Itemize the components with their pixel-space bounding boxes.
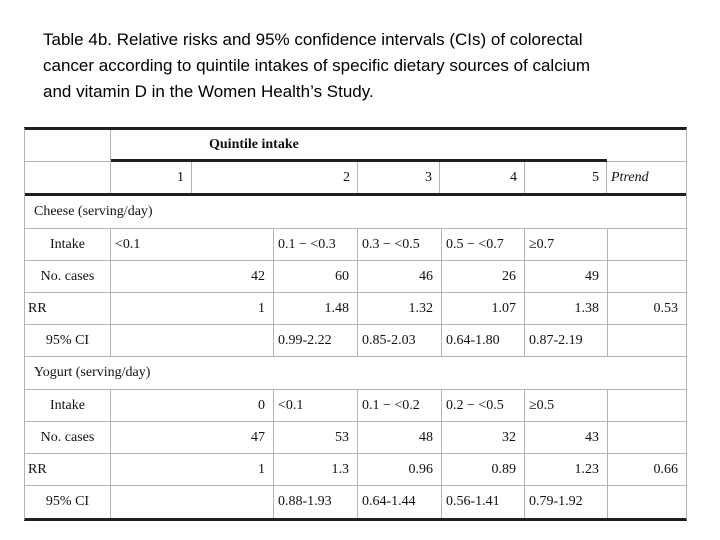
cell-q4: 0.64-1.80: [442, 325, 525, 356]
cell-ptrend: [608, 422, 686, 453]
slide-title: Table 4b. Relative risks and 95% confide…: [43, 27, 703, 105]
cell-q2: <0.1: [274, 390, 358, 421]
cell-q3: 48: [358, 422, 442, 453]
cell-q2: 0.99-2.22: [274, 325, 358, 356]
section-row-cheese: Cheese (serving/day): [25, 196, 686, 229]
cell-q5: ≥0.5: [525, 390, 608, 421]
header-quintile-5: 5: [525, 162, 607, 193]
cell-ptrend: [608, 261, 686, 292]
header-quintile-3: 3: [358, 162, 440, 193]
header-label-spacer: [25, 162, 111, 193]
row-label: No. cases: [25, 261, 111, 292]
row-label: RR: [25, 454, 111, 485]
cell-q2: 60: [274, 261, 358, 292]
cell-q3: 0.3 − <0.5: [358, 229, 442, 260]
row-yogurt-ci: 95% CI 0.88-1.93 0.64-1.44 0.56-1.41 0.7…: [25, 486, 686, 518]
spanner-spacer-left: [25, 130, 111, 162]
cell-q4: 32: [442, 422, 525, 453]
row-yogurt-cases: No. cases 47 53 48 32 43: [25, 422, 686, 454]
row-label: Intake: [25, 229, 111, 260]
spanner-label: Quintile intake: [111, 130, 607, 162]
cell-q4: 0.2 − <0.5: [442, 390, 525, 421]
cell-q3: 0.1 − <0.2: [358, 390, 442, 421]
cell-q1: [111, 325, 274, 356]
cell-q2: 53: [274, 422, 358, 453]
row-label: 95% CI: [25, 325, 111, 356]
cell-ptrend: [608, 486, 686, 518]
cell-ptrend: [608, 390, 686, 421]
cell-q1: 0: [111, 390, 274, 421]
cell-q5: ≥0.7: [525, 229, 608, 260]
cell-q1: [111, 486, 274, 518]
section-label-yogurt: Yogurt (serving/day): [34, 365, 151, 380]
cell-q2: 1.48: [274, 293, 358, 324]
row-label: 95% CI: [25, 486, 111, 518]
section-label-cheese: Cheese (serving/day): [34, 204, 153, 219]
cell-ptrend: 0.53: [653, 300, 679, 316]
relative-risk-table: Quintile intake 1 2 3 4 5 Ptrend Cheese …: [24, 127, 687, 521]
cell-q2: 0.88-1.93: [274, 486, 358, 518]
title-line-1: Table 4b. Relative risks and 95% confide…: [43, 30, 583, 49]
header-quintile-2: 2: [192, 162, 358, 193]
cell-q4: 1.07: [442, 293, 525, 324]
row-label: No. cases: [25, 422, 111, 453]
cell-q5: 0.79-1.92: [525, 486, 608, 518]
cell-q2: 1.3: [274, 454, 358, 485]
quintile-header-row: 1 2 3 4 5 Ptrend: [25, 162, 686, 196]
cell-q5: 0.87-2.19: [525, 325, 608, 356]
row-label: Intake: [25, 390, 111, 421]
cell-q3: 1.32: [358, 293, 442, 324]
spanner-spacer-right: [607, 130, 686, 162]
cell-ptrend: [608, 229, 686, 260]
row-yogurt-rr: RR 1 1.3 0.96 0.89 1.23 0.66: [25, 454, 686, 486]
cell-q3: 46: [358, 261, 442, 292]
cell-q1: 1: [111, 454, 274, 485]
header-ptrend: Ptrend: [611, 169, 649, 185]
cell-q1: <0.1: [111, 229, 274, 260]
cell-q1: 47: [111, 422, 274, 453]
cell-ptrend: [608, 325, 686, 356]
cell-q5: 1.38: [525, 293, 608, 324]
cell-q5: 49: [525, 261, 608, 292]
row-label: RR: [25, 293, 111, 324]
row-cheese-cases: No. cases 42 60 46 26 49: [25, 261, 686, 293]
cell-q4: 0.56-1.41: [442, 486, 525, 518]
cell-q4: 0.89: [442, 454, 525, 485]
row-cheese-ci: 95% CI 0.99-2.22 0.85-2.03 0.64-1.80 0.8…: [25, 325, 686, 357]
cell-q4: 0.5 − <0.7: [442, 229, 525, 260]
cell-q4: 26: [442, 261, 525, 292]
cell-q1: 1: [111, 293, 274, 324]
cell-q3: 0.96: [358, 454, 442, 485]
cell-q2: 0.1 − <0.3: [274, 229, 358, 260]
cell-q3: 0.64-1.44: [358, 486, 442, 518]
title-line-3: and vitamin D in the Women Health’s Stud…: [43, 82, 374, 101]
row-yogurt-intake: Intake 0 <0.1 0.1 − <0.2 0.2 − <0.5 ≥0.5: [25, 390, 686, 422]
header-quintile-4: 4: [440, 162, 525, 193]
cell-q5: 43: [525, 422, 608, 453]
header-quintile-1: 1: [111, 162, 192, 193]
title-line-2: cancer according to quintile intakes of …: [43, 56, 591, 75]
row-cheese-intake: Intake <0.1 0.1 − <0.3 0.3 − <0.5 0.5 − …: [25, 229, 686, 261]
cell-ptrend: 0.66: [653, 461, 679, 477]
cell-q5: 1.23: [525, 454, 608, 485]
cell-q1: 42: [111, 261, 274, 292]
row-cheese-rr: RR 1 1.48 1.32 1.07 1.38 0.53: [25, 293, 686, 325]
section-row-yogurt: Yogurt (serving/day): [25, 357, 686, 390]
cell-q3: 0.85-2.03: [358, 325, 442, 356]
spanner-row: Quintile intake: [25, 130, 686, 162]
